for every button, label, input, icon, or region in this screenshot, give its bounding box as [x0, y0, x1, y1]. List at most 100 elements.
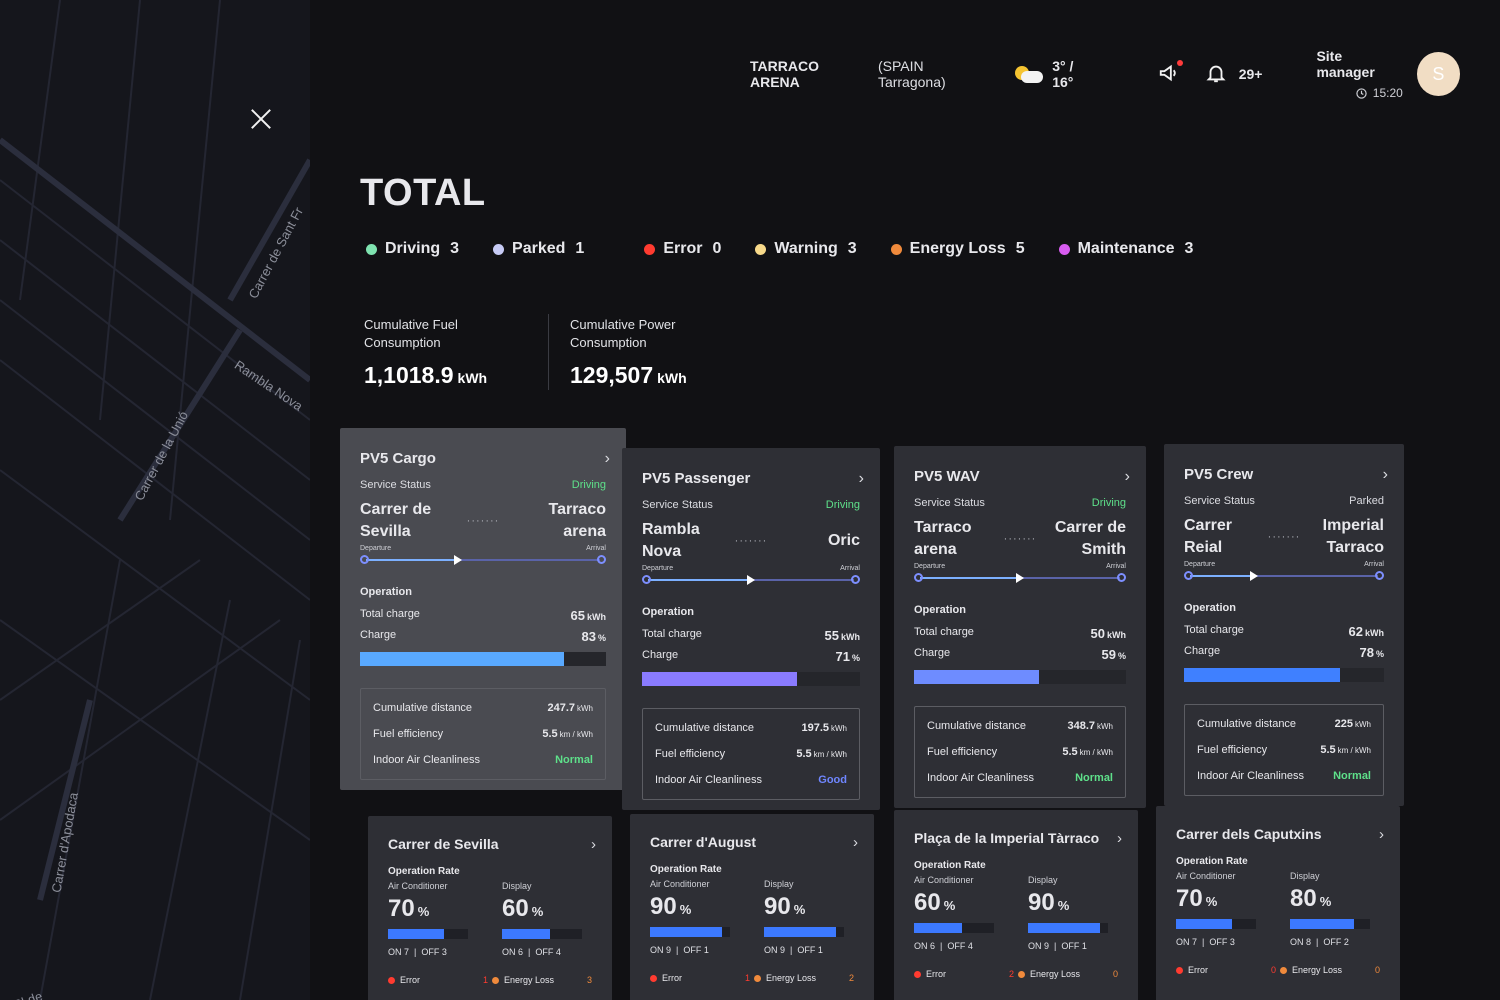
- vehicle-card[interactable]: PV5 Cargo › Service Status Driving Carrer…: [340, 428, 626, 790]
- chevron-right-icon[interactable]: ›: [858, 470, 864, 487]
- arrival-node: [1375, 571, 1384, 580]
- top-bar: TARRACO ARENA (SPAIN Tarragona) 3° / 16°…: [750, 44, 1461, 104]
- alert-dot: [650, 974, 657, 982]
- megaphone-icon[interactable]: [1158, 60, 1184, 86]
- unit: kWh: [577, 704, 593, 713]
- total-charge-value: 50: [1090, 626, 1105, 641]
- departure-label: Departure: [642, 565, 674, 572]
- charge-bar-fill: [642, 672, 797, 686]
- temperature: 3° / 16°: [1052, 58, 1074, 90]
- unit: %: [1117, 651, 1126, 661]
- distance-label: Cumulative distance: [927, 720, 1027, 732]
- status-label: Error: [663, 240, 703, 257]
- map-roads: [0, 0, 310, 1000]
- ac-percent: 70: [1176, 885, 1203, 912]
- vehicle-card[interactable]: PV5 WAV › Service Status Driving Tarraco …: [894, 446, 1146, 808]
- zone-alerts: Error 1 Energy Loss 3: [388, 975, 592, 985]
- status-parked[interactable]: Parked 1: [493, 240, 584, 258]
- vehicle-position-arrow-icon: [1016, 573, 1024, 583]
- ac-bar: [388, 929, 468, 939]
- route-dots: ·······: [1003, 533, 1037, 545]
- route-line: [1190, 575, 1378, 577]
- display-percent: 60: [502, 895, 529, 922]
- alert-text: Error: [1188, 965, 1208, 975]
- chevron-right-icon[interactable]: ›: [1117, 830, 1122, 847]
- unit: kWh: [1097, 722, 1113, 731]
- charge-label: Charge: [642, 649, 679, 661]
- status-dot: [1058, 243, 1070, 255]
- status-warning[interactable]: Warning 3: [755, 240, 857, 258]
- operation-rate-label: Operation Rate: [1176, 856, 1248, 867]
- zone-card[interactable]: Plaça de la Imperial Tàrraco › Operation…: [894, 810, 1138, 1000]
- air-conditioner-stat: Air Conditioner 70% ON 7 | OFF 3: [388, 881, 478, 957]
- charge-value: 83: [581, 629, 596, 644]
- alert-item: Error 1: [388, 975, 488, 985]
- user-role: Site manager: [1316, 48, 1375, 80]
- route: Rambla Nova ······· Oric: [642, 519, 860, 563]
- alert-item: Energy Loss 0: [1018, 969, 1118, 979]
- status-label: Energy Loss: [909, 240, 1006, 257]
- status-energy-loss[interactable]: Energy Loss 5: [890, 240, 1025, 258]
- close-icon[interactable]: [246, 104, 276, 134]
- vehicle-card[interactable]: PV5 Passenger › Service Status Driving Ra…: [622, 448, 880, 810]
- charge-bar: [642, 672, 860, 686]
- display-bar: [1290, 919, 1370, 929]
- display-bar: [764, 927, 844, 937]
- alert-count: 0: [1270, 965, 1276, 975]
- zone-card[interactable]: Carrer de Sevilla › Operation Rate Air C…: [368, 816, 612, 1000]
- map-panel[interactable]: Carrer de Sant Fr Rambla Nova Carrer de …: [0, 0, 310, 1000]
- route-to: Oric: [827, 532, 860, 549]
- service-status-label: Service Status: [360, 479, 431, 491]
- charge-bar: [914, 670, 1126, 684]
- arrival-label: Arrival: [1106, 563, 1126, 570]
- operation-rate-label: Operation Rate: [388, 866, 460, 877]
- chevron-right-icon[interactable]: ›: [1379, 826, 1384, 843]
- route-progress: [914, 572, 1126, 584]
- vehicle-card[interactable]: PV5 Crew › Service Status Parked Carrer R…: [1164, 444, 1404, 806]
- alert-text: Energy Loss: [1292, 965, 1343, 975]
- total-charge-value: 65: [570, 608, 585, 623]
- chevron-right-icon[interactable]: ›: [1124, 468, 1130, 485]
- status-dot: [644, 243, 656, 255]
- dashboard-panel: TARRACO ARENA (SPAIN Tarragona) 3° / 16°…: [310, 0, 1500, 1000]
- zone-card[interactable]: Carrer d'August › Operation Rate Air Con…: [630, 814, 874, 1000]
- display-percent: 90: [764, 893, 791, 920]
- announcement-indicator: [1177, 60, 1184, 66]
- alert-count: 1: [482, 975, 488, 985]
- status-error[interactable]: Error 0: [644, 240, 721, 258]
- vehicle-name: PV5 Passenger: [642, 470, 751, 487]
- status-driving[interactable]: Driving 3: [366, 240, 459, 258]
- bell-icon[interactable]: [1205, 62, 1229, 86]
- efficiency-value: 5.5: [796, 748, 812, 760]
- route-progress: [360, 554, 606, 566]
- display-on: ON 9: [764, 945, 786, 955]
- alert-count: 3: [586, 975, 592, 985]
- unit: %: [531, 904, 544, 919]
- ac-percent: 90: [650, 893, 677, 920]
- operation-rate-label: Operation Rate: [914, 860, 986, 871]
- display-bar: [502, 929, 582, 939]
- chevron-right-icon[interactable]: ›: [853, 834, 858, 851]
- distance-label: Cumulative distance: [1197, 718, 1297, 730]
- unit: kWh: [587, 612, 606, 622]
- display-bar-fill: [502, 929, 550, 939]
- chevron-right-icon[interactable]: ›: [604, 450, 610, 467]
- air-value: Normal: [555, 754, 593, 766]
- avatar[interactable]: S: [1416, 52, 1461, 96]
- route-dots: ·······: [466, 515, 500, 527]
- charge-value: 78: [1359, 645, 1374, 660]
- air-value: Normal: [1333, 770, 1371, 782]
- notification-count: 29+: [1238, 66, 1263, 82]
- efficiency-label: Fuel efficiency: [373, 728, 444, 740]
- distance-value: 348.7: [1067, 720, 1095, 732]
- service-status-label: Service Status: [1184, 495, 1255, 507]
- zone-card[interactable]: Carrer dels Caputxins › Operation Rate A…: [1156, 806, 1400, 1000]
- chevron-right-icon[interactable]: ›: [1382, 466, 1388, 483]
- status-count: 0: [712, 240, 722, 257]
- unit: %: [1319, 894, 1332, 909]
- status-maintenance[interactable]: Maintenance 3: [1058, 240, 1193, 258]
- air-label: Indoor Air Cleanliness: [655, 774, 763, 786]
- display-label: Display: [502, 881, 532, 891]
- vehicle-stats: Cumulative distance 225 kWh Fuel efficienc…: [1184, 704, 1384, 796]
- chevron-right-icon[interactable]: ›: [591, 836, 596, 853]
